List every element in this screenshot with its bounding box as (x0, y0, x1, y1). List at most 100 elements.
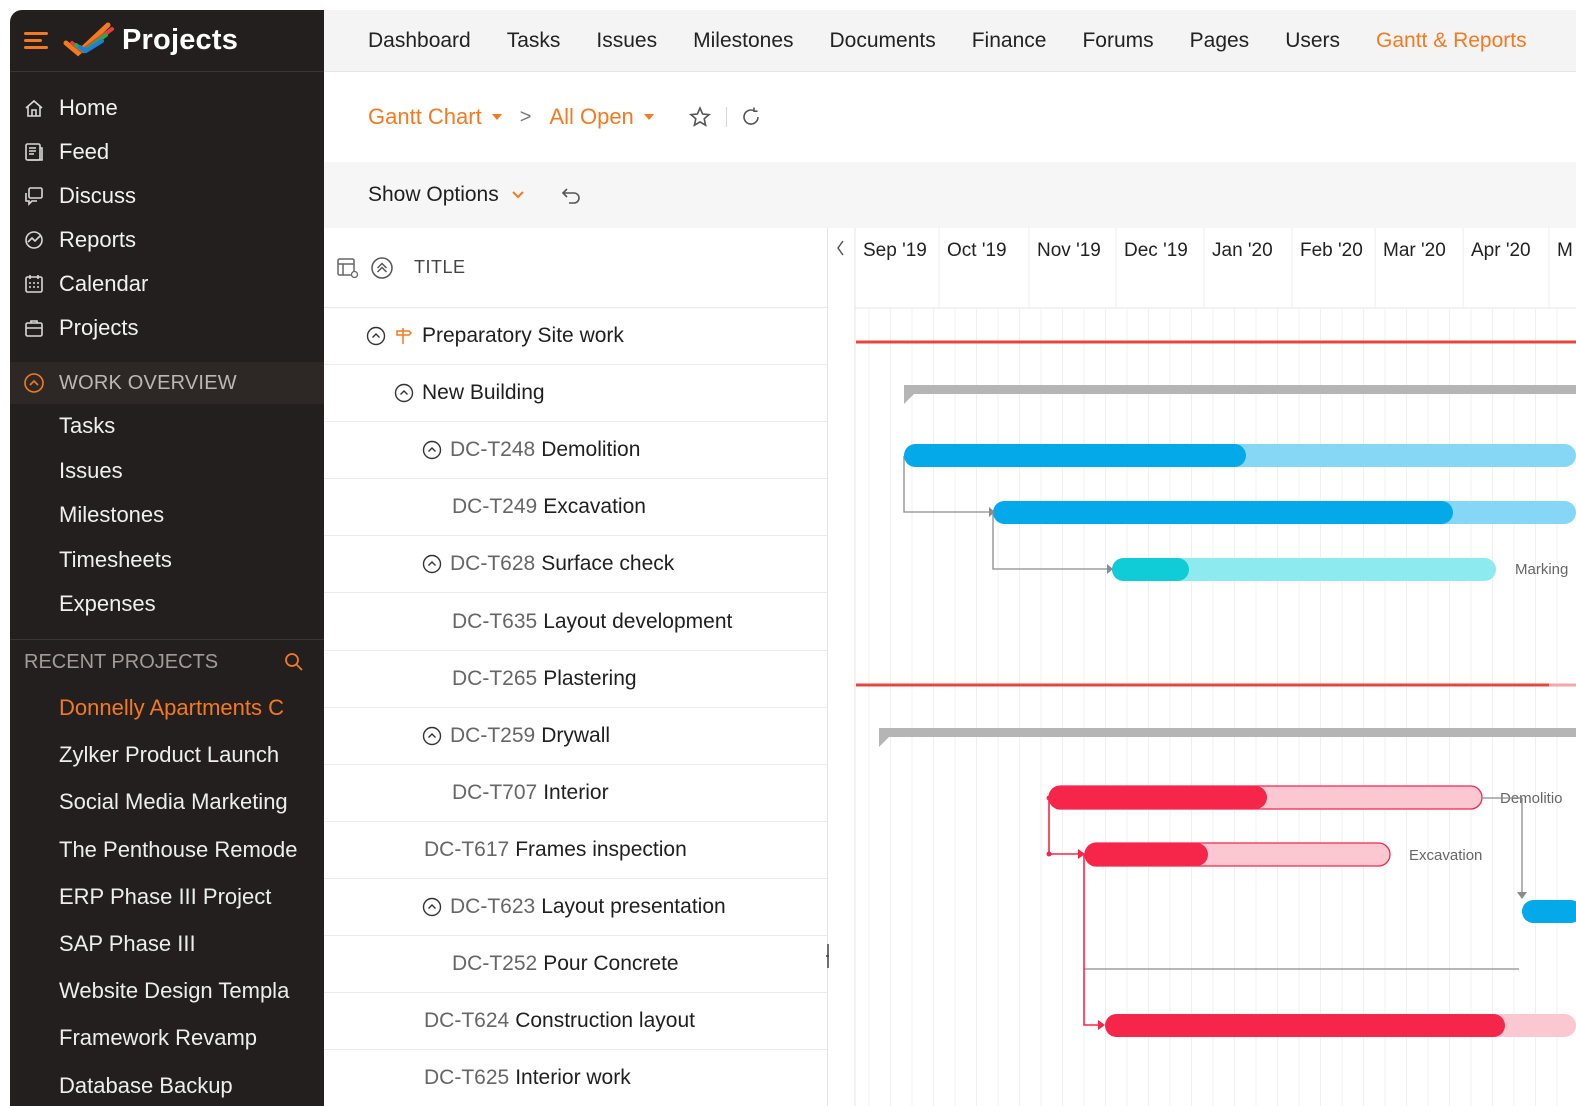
task-title[interactable]: Layout presentation (541, 894, 726, 918)
task-title[interactable]: Frames inspection (515, 837, 687, 861)
sidebar-item-discuss[interactable]: Discuss (10, 174, 324, 218)
task-row[interactable]: DC-T635 Layout development (324, 593, 827, 651)
tab-tasks[interactable]: Tasks (506, 28, 561, 52)
task-row[interactable]: DC-T249 Excavation (324, 479, 827, 537)
task-id[interactable]: DC-T707 (452, 780, 538, 804)
task-id[interactable]: DC-T624 (424, 1009, 510, 1033)
task-row[interactable]: DC-T259 Drywall (324, 708, 827, 765)
task-title[interactable]: New Building (422, 381, 545, 405)
task-id[interactable]: DC-T248 (450, 438, 536, 462)
task-row[interactable]: DC-T617 Frames inspection (324, 822, 827, 879)
collapse-toggle-icon[interactable] (422, 726, 442, 746)
sidebar-item-calendar[interactable]: Calendar (10, 262, 324, 306)
task-id[interactable]: DC-T265 (452, 666, 538, 690)
tab-issues[interactable]: Issues (596, 28, 658, 52)
task-title[interactable]: Drywall (541, 723, 611, 747)
sidebar-item-milestones[interactable]: Milestones (59, 502, 165, 528)
filter-dropdown[interactable]: All Open (549, 104, 654, 130)
recent-project-item[interactable]: Framework Revamp (59, 1025, 258, 1051)
sidebar-item-issues[interactable]: Issues (59, 457, 123, 483)
collapse-toggle-icon[interactable] (366, 326, 386, 346)
app-title: Projects (122, 24, 239, 56)
task-id[interactable]: DC-T617 (424, 837, 510, 861)
group-summary-bar[interactable] (904, 385, 1576, 404)
tab-users[interactable]: Users (1285, 28, 1341, 52)
task-title[interactable]: Interior work (515, 1066, 631, 1090)
hamburger-menu-icon[interactable] (24, 31, 48, 50)
tab-dashboard[interactable]: Dashboard (368, 28, 471, 52)
task-title[interactable]: Construction layout (515, 1009, 695, 1033)
column-settings-icon[interactable] (336, 256, 360, 280)
recent-project-item[interactable]: ERP Phase III Project (59, 883, 272, 909)
task-title[interactable]: Demolition (541, 438, 641, 462)
recent-project-item[interactable]: Donnelly Apartments C (59, 695, 284, 721)
sidebar-item-feed[interactable]: Feed (10, 130, 324, 174)
task-row[interactable]: DC-T248 Demolition (324, 422, 827, 480)
recent-project-item[interactable]: Website Design Templa (59, 978, 290, 1004)
recent-project-item[interactable]: The Penthouse Remode (59, 836, 298, 862)
tab-gantt-reports[interactable]: Gantt & Reports (1376, 28, 1527, 52)
task-bar-surface-check[interactable] (1112, 558, 1496, 581)
collapse-toggle-icon[interactable] (394, 383, 414, 403)
task-bar-partial[interactable] (1522, 900, 1576, 923)
task-id[interactable]: DC-T635 (452, 609, 538, 633)
task-row[interactable]: DC-T625 Interior work (324, 1050, 827, 1106)
recent-project-item[interactable]: Social Media Marketing (59, 789, 288, 815)
star-icon[interactable] (688, 105, 712, 129)
task-id[interactable]: DC-T623 (450, 894, 536, 918)
search-icon[interactable] (284, 652, 304, 672)
title-column-header[interactable]: TITLE (414, 257, 466, 277)
task-row[interactable]: Preparatory Site work (324, 308, 827, 366)
briefcase-icon (23, 317, 45, 339)
task-row[interactable]: DC-T623 Layout presentation (324, 879, 827, 937)
caret-down-icon (491, 114, 502, 120)
sidebar-item-timesheets[interactable]: Timesheets (59, 546, 172, 572)
task-title[interactable]: Plastering (543, 666, 637, 690)
sidebar-item-tasks[interactable]: Tasks (59, 413, 116, 439)
task-row[interactable]: DC-T707 Interior (324, 765, 827, 822)
task-title[interactable]: Preparatory Site work (422, 324, 624, 348)
sidebar-item-expenses[interactable]: Expenses (59, 591, 156, 617)
tab-finance[interactable]: Finance (971, 28, 1047, 52)
collapse-toggle-icon[interactable] (422, 440, 442, 460)
tab-milestones[interactable]: Milestones (693, 28, 794, 52)
undo-icon[interactable] (559, 184, 583, 206)
task-row[interactable]: DC-T265 Plastering (324, 651, 827, 708)
task-title[interactable]: Layout development (543, 609, 733, 633)
recent-project-item[interactable]: Database Backup (59, 1072, 233, 1098)
task-id[interactable]: DC-T249 (452, 495, 538, 519)
collapse-all-icon[interactable] (370, 256, 394, 280)
month-label: Apr '20 (1471, 240, 1531, 261)
sidebar-item-home[interactable]: Home (10, 86, 324, 130)
gantt-chart-dropdown[interactable]: Gantt Chart (368, 104, 502, 130)
sidebar-item-label: Projects (59, 315, 139, 340)
task-row[interactable]: New Building (324, 365, 827, 423)
task-row[interactable]: DC-T628 Surface check (324, 536, 827, 594)
collapse-toggle-icon[interactable] (422, 897, 442, 917)
tab-forums[interactable]: Forums (1082, 28, 1154, 52)
arrow-head (1517, 892, 1527, 899)
sidebar-item-label: Home (59, 95, 118, 120)
tab-pages[interactable]: Pages (1189, 28, 1250, 52)
task-title[interactable]: Excavation (543, 495, 646, 519)
sidebar-item-projects[interactable]: Projects (10, 306, 324, 350)
sidebar-item-reports[interactable]: Reports (10, 218, 324, 262)
work-overview-header[interactable]: WORK OVERVIEW (10, 362, 324, 404)
task-id[interactable]: DC-T259 (450, 723, 536, 747)
task-title[interactable]: Surface check (541, 552, 675, 576)
task-row[interactable]: DC-T624 Construction layout (324, 993, 827, 1051)
task-row[interactable]: DC-T252 Pour Concrete (324, 936, 827, 994)
group-summary-bar[interactable] (879, 728, 1576, 747)
scroll-left-icon[interactable] (837, 240, 844, 256)
tab-documents[interactable]: Documents (829, 28, 936, 52)
refresh-icon[interactable] (739, 105, 763, 129)
task-id[interactable]: DC-T252 (452, 952, 538, 976)
recent-project-item[interactable]: Zylker Product Launch (59, 742, 280, 768)
task-title[interactable]: Pour Concrete (543, 952, 679, 976)
task-id[interactable]: DC-T628 (450, 552, 536, 576)
task-title[interactable]: Interior (543, 780, 609, 804)
show-options-button[interactable]: Show Options (368, 183, 525, 207)
collapse-toggle-icon[interactable] (422, 554, 442, 574)
recent-project-item[interactable]: SAP Phase III (59, 931, 196, 957)
task-id[interactable]: DC-T625 (424, 1066, 510, 1090)
